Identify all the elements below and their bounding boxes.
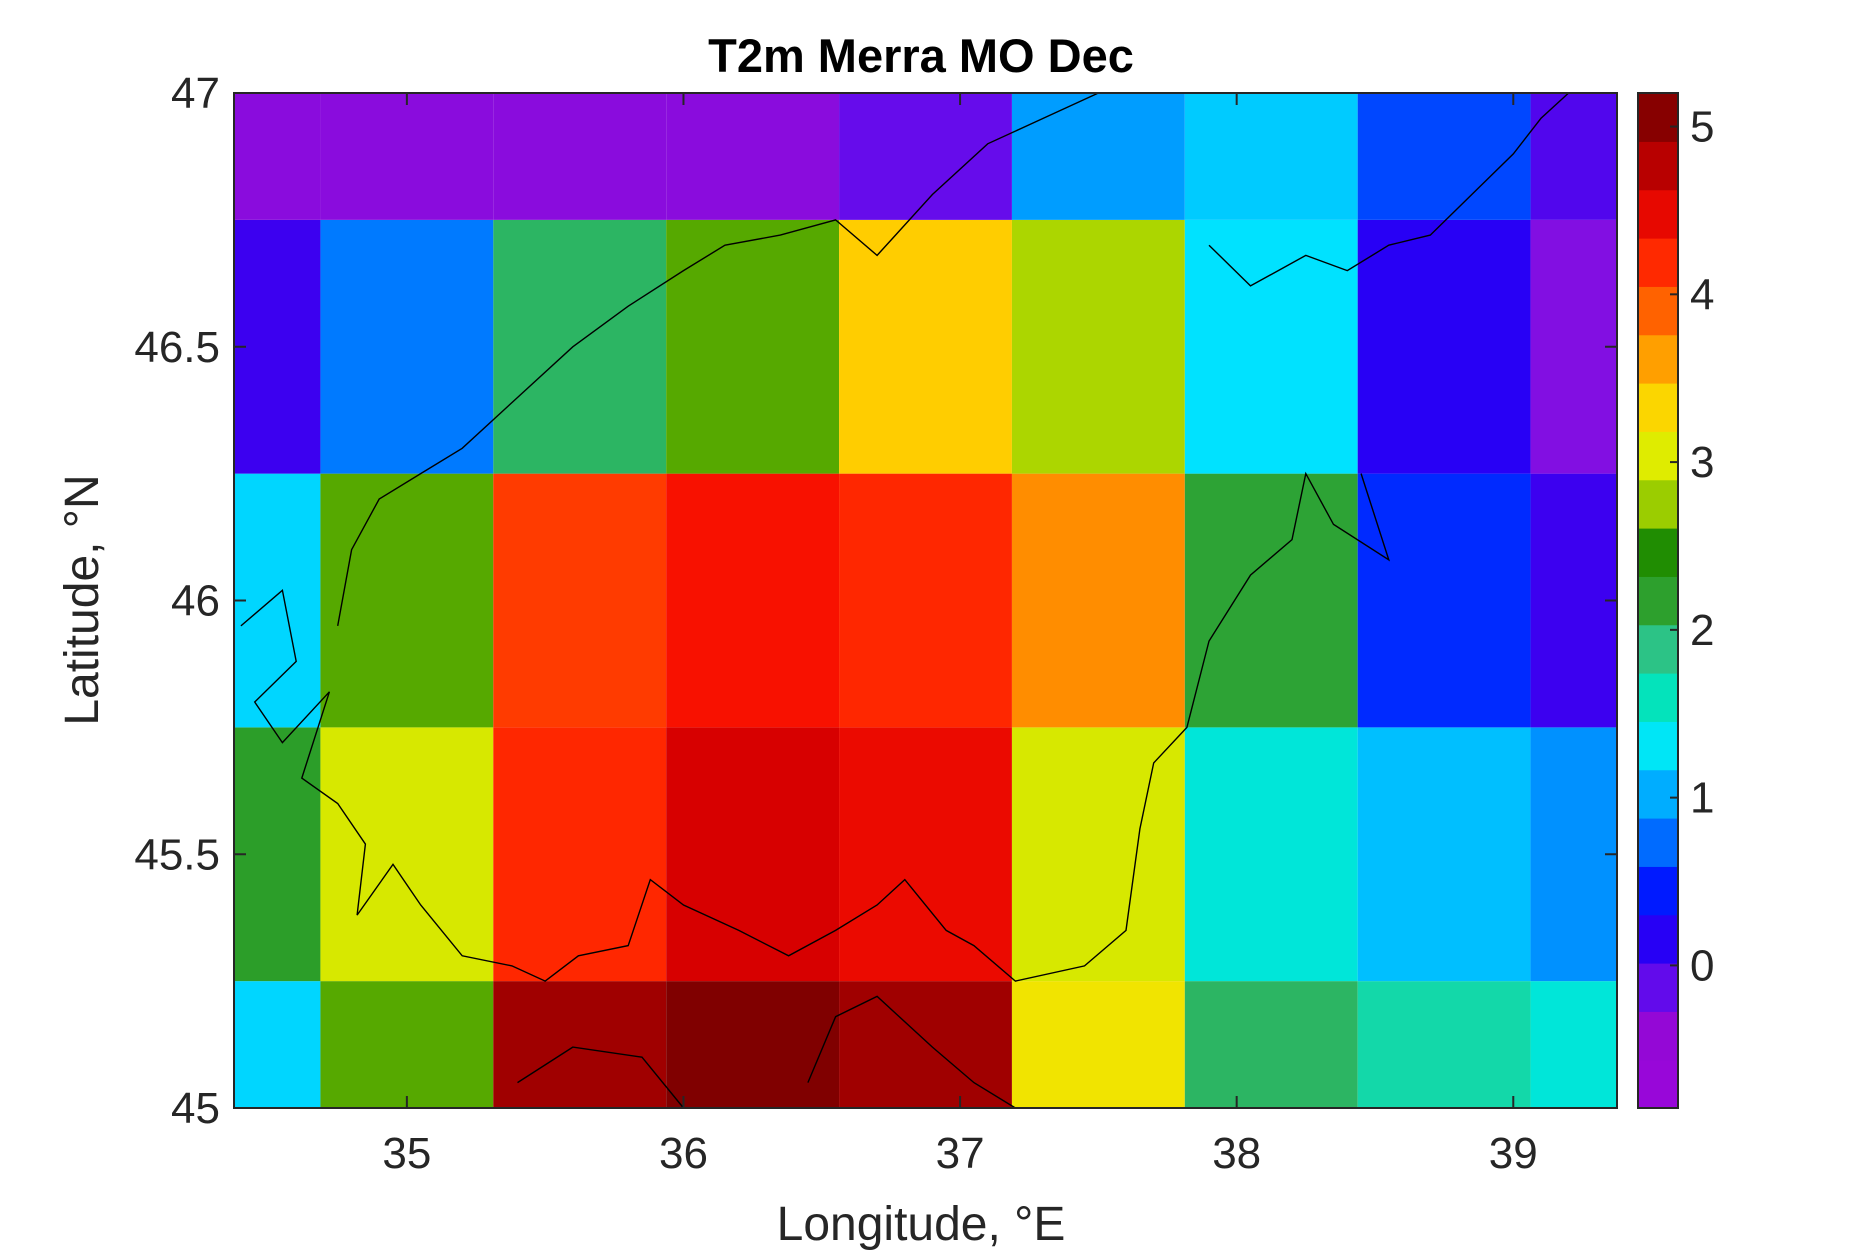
x-tick-label: 35	[382, 1129, 431, 1178]
colorbar-tick-label: 0	[1690, 941, 1714, 990]
colorbar-segment	[1638, 431, 1678, 481]
heatmap-cell	[1357, 219, 1531, 474]
heatmap-cell	[1184, 219, 1358, 474]
heatmap-cell	[1357, 981, 1531, 1108]
heatmap-cell	[1530, 727, 1617, 982]
x-tick-label: 38	[1212, 1129, 1261, 1178]
heatmap-cell	[1011, 981, 1185, 1108]
coastline-segment	[1208, 92, 1570, 287]
heatmap-cell	[839, 219, 1012, 474]
colorbar-segment	[1638, 238, 1678, 287]
coastline-segment	[517, 1046, 685, 1109]
colorbar-segment	[1638, 914, 1678, 964]
colorbar-segment	[1638, 721, 1678, 771]
heatmap-cell	[1184, 981, 1358, 1108]
y-tick-label: 45.5	[134, 830, 220, 879]
heatmap-cell	[1011, 219, 1185, 474]
heatmap-cell	[1530, 93, 1617, 220]
colorbar-segment	[1638, 334, 1678, 384]
axes: 35 36 37 38 39 45 45.5 46 46.5 47	[134, 69, 1617, 1178]
heatmap-cell	[666, 727, 840, 982]
heatmap-cell	[666, 93, 840, 220]
heatmap-cell	[1184, 473, 1358, 728]
colorbar-tick-label: 4	[1690, 270, 1714, 319]
colorbar: 0 1 2 3 4 5	[1637, 92, 1714, 1109]
heatmap-cell	[320, 981, 494, 1108]
x-tick-label: 36	[659, 1129, 708, 1178]
heatmap-cell	[839, 473, 1012, 728]
colorbar-frame	[1637, 92, 1679, 1109]
colorbar-segment	[1638, 673, 1678, 722]
colorbar-segment	[1638, 1011, 1678, 1061]
heatmap-cell	[666, 473, 840, 728]
heatmap-cell	[320, 93, 494, 220]
heatmap-cell	[1184, 93, 1358, 220]
heatmap-cell	[1011, 727, 1185, 982]
colorbar-segment	[1638, 624, 1678, 674]
heatmap-cell	[839, 981, 1012, 1108]
heatmap-cell	[666, 219, 840, 474]
chart-title: T2m Merra MO Dec	[708, 29, 1134, 82]
colorbar-segment	[1638, 189, 1678, 239]
colorbar-segment	[1638, 1059, 1678, 1109]
heatmap-cell	[234, 219, 321, 474]
heatmap-cell	[1357, 93, 1531, 220]
heatmap-cell	[1530, 981, 1617, 1108]
heatmap-cell	[320, 473, 494, 728]
colorbar-segment	[1638, 93, 1678, 142]
x-tick-label: 37	[936, 1129, 985, 1178]
heatmap-cell	[1184, 727, 1358, 982]
coastline-segment	[240, 471, 1391, 982]
heatmap-cell	[1011, 93, 1185, 220]
heatmap-cell	[493, 93, 667, 220]
heatmap-cell	[1530, 219, 1617, 474]
colorbar-segment	[1638, 528, 1678, 577]
heatmap-cell	[320, 727, 494, 982]
heatmap-cells	[234, 93, 1617, 1108]
heatmap-cell	[493, 473, 667, 728]
heatmap-cell	[320, 219, 494, 474]
colorbar-segment	[1638, 866, 1678, 916]
heatmap-cell	[234, 727, 321, 982]
heatmap-cell	[666, 981, 840, 1108]
x-tick-label: 39	[1489, 1129, 1538, 1178]
heatmap-cell	[839, 727, 1012, 982]
heatmap-cell	[493, 219, 667, 474]
heatmap-cell	[839, 93, 1012, 220]
colorbar-tick-label: 3	[1690, 438, 1714, 487]
colorbar-tick-label: 5	[1690, 103, 1714, 152]
y-tick-label: 47	[171, 69, 220, 118]
heatmap-cell	[493, 981, 667, 1108]
heatmap-cell	[234, 981, 321, 1108]
colorbar-segment	[1638, 576, 1678, 626]
heatmap-cell	[1357, 473, 1531, 728]
colorbar-segment	[1638, 769, 1678, 819]
colorbar-segment	[1638, 141, 1678, 191]
x-axis-label: Longitude, °E	[777, 1198, 1066, 1250]
colorbar-segment	[1638, 383, 1678, 432]
heatmap-cell	[1530, 473, 1617, 728]
colorbar-tick-label: 1	[1690, 774, 1714, 823]
coastline-overlay	[240, 92, 1570, 1109]
heatmap-cell	[234, 93, 321, 220]
coastline-segment	[337, 92, 1099, 627]
colorbar-segment	[1638, 818, 1678, 867]
coastline-segment	[807, 995, 1016, 1109]
heatmap-cell	[1011, 473, 1185, 728]
y-tick-label: 45	[171, 1084, 220, 1133]
y-tick-label: 46.5	[134, 323, 220, 372]
colorbar-tick-label: 2	[1690, 606, 1714, 655]
heatmap-cell	[234, 473, 321, 728]
y-tick-label: 46	[171, 577, 220, 626]
y-axis-label: Latitude, °N	[56, 474, 109, 725]
heatmap-cell	[493, 727, 667, 982]
colorbar-segment	[1638, 479, 1678, 529]
heatmap-cell	[1357, 727, 1531, 982]
colorbar-segment	[1638, 963, 1678, 1012]
